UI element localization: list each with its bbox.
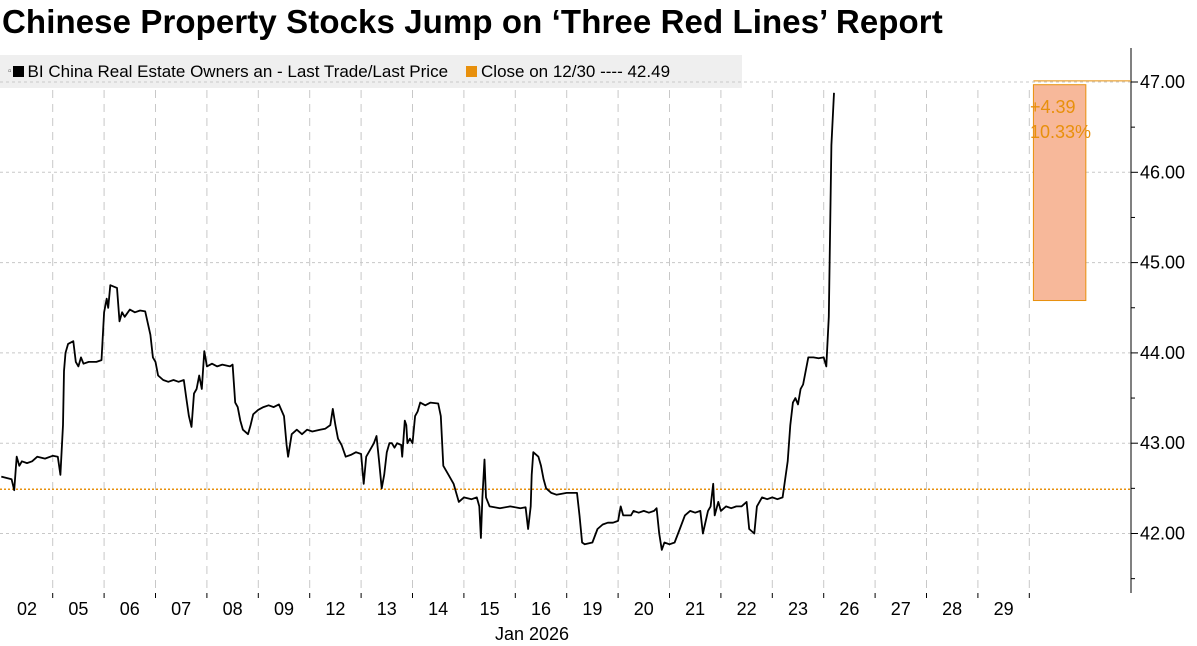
- y-tick-label: 45.00: [1140, 253, 1185, 273]
- x-tick-label: 29: [994, 599, 1014, 619]
- x-tick-label: 26: [839, 599, 859, 619]
- x-tick-label: 07: [171, 599, 191, 619]
- x-tick-label: 08: [223, 599, 243, 619]
- x-tick-label: 28: [942, 599, 962, 619]
- annotation-change: +4.39: [1030, 97, 1076, 117]
- x-axis-sublabel: Jan 2026: [495, 624, 569, 644]
- highlight-box: [1032, 84, 1087, 302]
- x-tick-label: 12: [325, 599, 345, 619]
- y-tick-label: 47.00: [1140, 72, 1185, 92]
- x-tick-label: 27: [891, 599, 911, 619]
- annotation-percent: 10.33%: [1030, 122, 1091, 142]
- y-tick-label: 44.00: [1140, 343, 1185, 363]
- x-tick-label: 23: [788, 599, 808, 619]
- y-tick-label: 42.00: [1140, 524, 1185, 544]
- x-tick-label: 19: [582, 599, 602, 619]
- x-tick-label: 22: [737, 599, 757, 619]
- legend-swatch-series: [12, 66, 24, 77]
- x-tick-label: 16: [531, 599, 551, 619]
- y-tick-label: 43.00: [1140, 433, 1185, 453]
- legend-label-reference: Close on 12/30 ---- 42.49: [481, 61, 671, 81]
- x-tick-label: 21: [685, 599, 705, 619]
- price-line: [1, 92, 835, 551]
- chart-title: Chinese Property Stocks Jump on ‘Three R…: [2, 3, 943, 40]
- x-tick-label: 13: [377, 599, 397, 619]
- x-tick-label: 09: [274, 599, 294, 619]
- x-tick-label: 14: [428, 599, 448, 619]
- x-tick-label: 05: [68, 599, 88, 619]
- x-tick-label: 02: [17, 599, 37, 619]
- y-tick-label: 46.00: [1140, 162, 1185, 182]
- legend-label-series: BI China Real Estate Owners an - Last Tr…: [27, 61, 449, 81]
- legend-marker-icon: ▫: [8, 66, 12, 77]
- x-tick-label: 20: [634, 599, 654, 619]
- legend-item-reference: Close on 12/30 ---- 42.49: [448, 62, 670, 82]
- legend-item-series: ▫ BI China Real Estate Owners an - Last …: [0, 62, 448, 82]
- x-tick-label: 15: [480, 599, 500, 619]
- x-tick-label: 06: [120, 599, 140, 619]
- legend-swatch-reference: [466, 66, 478, 77]
